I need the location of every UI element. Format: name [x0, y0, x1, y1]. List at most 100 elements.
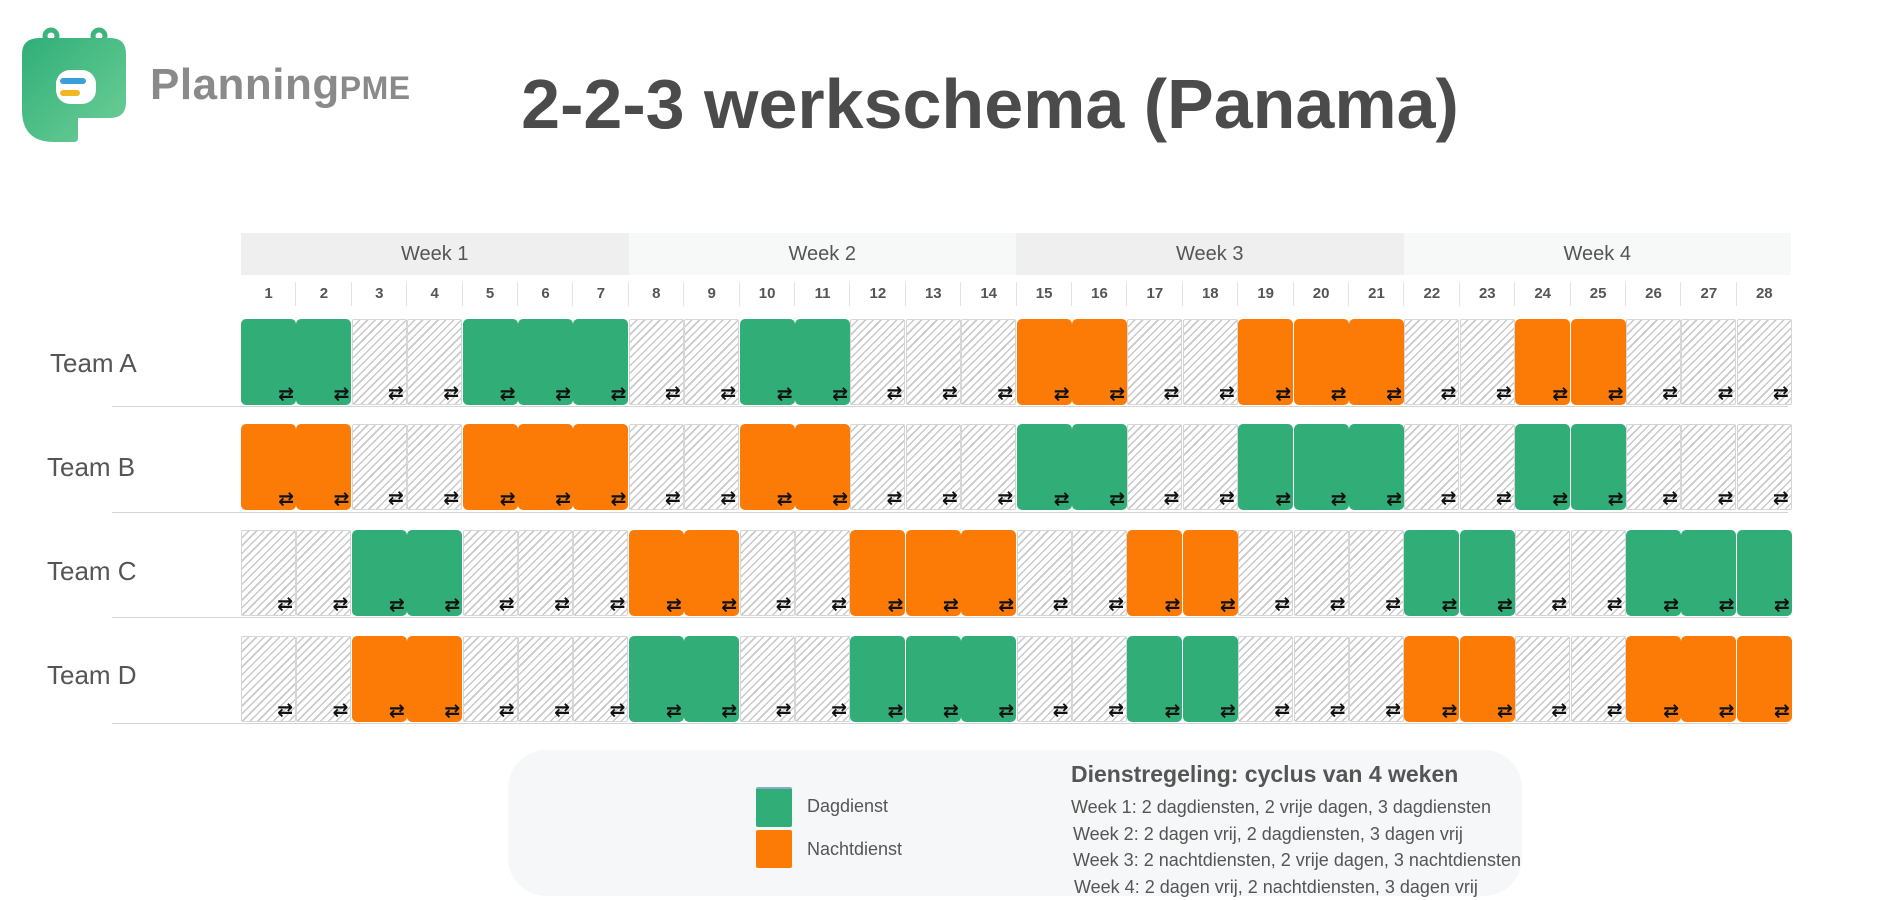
day-number-4: 4: [430, 285, 439, 302]
day-number-7: 7: [596, 285, 606, 302]
team-b-day-25-day-cell: ⇄: [1570, 424, 1626, 510]
day-separator: [517, 282, 518, 306]
repeat-icon: ⇄: [1385, 593, 1401, 615]
repeat-icon: ⇄: [1663, 594, 1679, 616]
repeat-icon: ⇄: [664, 487, 681, 509]
team-a-label: Team A: [50, 348, 137, 378]
repeat-icon: ⇄: [1053, 383, 1070, 405]
week-header-2: Week 2: [628, 233, 1016, 275]
team-a-day-24-night-cell: ⇄: [1515, 319, 1571, 405]
repeat-icon: ⇄: [721, 594, 738, 616]
repeat-icon: ⇄: [886, 382, 903, 404]
team-b-day-26-off-cell: ⇄: [1626, 424, 1681, 510]
repeat-icon: ⇄: [997, 382, 1014, 404]
repeat-icon: ⇄: [1274, 593, 1291, 615]
team-d-day-27-night-cell: ⇄: [1681, 636, 1737, 722]
team-b-day-1-night-cell: ⇄: [241, 424, 296, 510]
team-d-day-10-off-cell: ⇄: [739, 636, 795, 722]
week-header-row: Week 1 Week 2 Week 3 Week 4: [241, 233, 1791, 275]
team-c-row-divider: [112, 617, 1788, 618]
repeat-icon: ⇄: [831, 699, 847, 721]
day-number-23: 23: [1478, 285, 1496, 302]
team-c-day-10-off-cell: ⇄: [739, 530, 795, 616]
repeat-icon: ⇄: [387, 487, 404, 509]
day-separator: [1181, 282, 1183, 306]
team-a-day-3-off-cell: ⇄: [351, 319, 407, 405]
team-c-day-2-off-cell: ⇄: [296, 530, 352, 616]
brand-logo: PlanningPME: [20, 26, 440, 146]
repeat-icon: ⇄: [498, 699, 515, 721]
repeat-icon: ⇄: [1163, 487, 1180, 509]
repeat-icon: ⇄: [887, 700, 904, 722]
team-c-day-12-night-cell: ⇄: [850, 530, 906, 616]
repeat-icon: ⇄: [1219, 594, 1236, 616]
team-b-day-12-off-cell: ⇄: [850, 424, 906, 510]
day-number-5: 5: [485, 285, 495, 302]
team-c-day-18-night-cell: ⇄: [1182, 530, 1238, 616]
repeat-icon: ⇄: [498, 593, 515, 615]
team-c-day-9-night-cell: ⇄: [684, 530, 740, 616]
day-separator: [295, 282, 297, 306]
team-c-day-21-off-cell: ⇄: [1349, 530, 1404, 616]
schedule-line-week-3: Week 3: 2 nachtdiensten, 2 vrije dagen, …: [1073, 850, 1521, 870]
team-b-day-6-night-cell: ⇄: [518, 424, 573, 510]
day-number-2: 2: [319, 285, 329, 302]
repeat-icon: ⇄: [1552, 383, 1569, 405]
team-a-day-2-day-cell: ⇄: [296, 319, 352, 405]
repeat-icon: ⇄: [775, 699, 792, 721]
week-header-1: Week 1: [241, 233, 629, 275]
team-d-day-18-day-cell: ⇄: [1182, 636, 1238, 722]
team-b-day-5-night-cell: ⇄: [462, 424, 518, 510]
repeat-icon: ⇄: [887, 594, 904, 616]
team-b-day-16-day-cell: ⇄: [1072, 424, 1127, 510]
repeat-icon: ⇄: [665, 594, 682, 616]
team-a-day-11-day-cell: ⇄: [795, 319, 850, 405]
repeat-icon: ⇄: [1773, 700, 1790, 722]
repeat-icon: ⇄: [1385, 699, 1401, 721]
repeat-icon: ⇄: [1773, 594, 1790, 616]
repeat-icon: ⇄: [554, 593, 570, 615]
team-c-day-1-off-cell: ⇄: [241, 530, 296, 616]
repeat-icon: ⇄: [1496, 700, 1513, 722]
team-a-day-5-day-cell: ⇄: [462, 319, 518, 405]
repeat-icon: ⇄: [443, 382, 460, 404]
team-d-day-15-off-cell: ⇄: [1016, 636, 1072, 722]
team-d-day-12-day-cell: ⇄: [850, 636, 906, 722]
repeat-icon: ⇄: [1108, 699, 1124, 721]
week-header-3: Week 3: [1016, 233, 1404, 275]
repeat-icon: ⇄: [1662, 487, 1678, 509]
repeat-icon: ⇄: [998, 594, 1015, 616]
week-header-4: Week 4: [1403, 233, 1791, 275]
day-number-28: 28: [1755, 285, 1773, 302]
schedule-line-week-1: Week 1: 2 dagdiensten, 2 vrije dagen, 3 …: [1071, 797, 1491, 817]
repeat-icon: ⇄: [1219, 700, 1236, 722]
team-b-day-8-off-cell: ⇄: [628, 424, 684, 510]
repeat-icon: ⇄: [609, 699, 626, 721]
repeat-icon: ⇄: [1218, 487, 1235, 509]
team-d-day-23-night-cell: ⇄: [1459, 636, 1515, 722]
team-b-day-17-off-cell: ⇄: [1127, 424, 1183, 510]
team-a-day-17-off-cell: ⇄: [1127, 319, 1183, 405]
day-number-6: 6: [541, 285, 550, 302]
team-a-day-28-off-cell: ⇄: [1736, 319, 1792, 405]
repeat-icon: ⇄: [1329, 593, 1346, 615]
day-number-24: 24: [1534, 285, 1552, 302]
team-d-day-9-day-cell: ⇄: [684, 636, 740, 722]
repeat-icon: ⇄: [277, 593, 293, 615]
repeat-icon: ⇄: [1053, 488, 1070, 510]
repeat-icon: ⇄: [388, 700, 405, 722]
team-a-day-25-night-cell: ⇄: [1570, 319, 1626, 405]
day-number-11: 11: [814, 285, 831, 302]
repeat-icon: ⇄: [1551, 699, 1568, 721]
repeat-icon: ⇄: [278, 383, 294, 405]
legend-night-label: Nachtdienst: [807, 839, 903, 859]
repeat-icon: ⇄: [1606, 593, 1623, 615]
day-number-27: 27: [1700, 285, 1718, 302]
team-c-day-19-off-cell: ⇄: [1238, 530, 1294, 616]
day-number-14: 14: [980, 285, 998, 302]
team-d-day-8-day-cell: ⇄: [628, 636, 684, 722]
repeat-icon: ⇄: [1440, 487, 1457, 509]
repeat-icon: ⇄: [1108, 593, 1124, 615]
day-separator: [1015, 282, 1017, 306]
team-b-day-13-off-cell: ⇄: [905, 424, 961, 510]
